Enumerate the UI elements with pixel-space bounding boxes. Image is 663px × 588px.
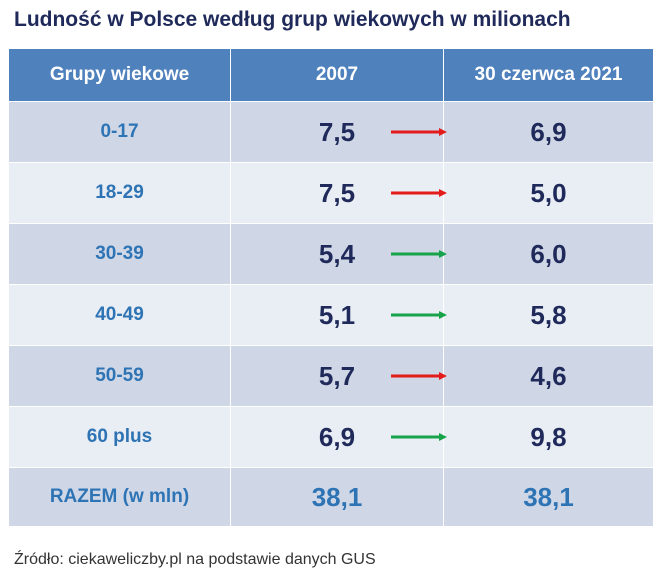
header-2021: 30 czerwca 2021 xyxy=(443,48,654,102)
value-2021: 5,8 xyxy=(530,299,567,330)
table-body: 0-17 7,5 6,9 18-29 7,5 5,0 30-39 5,4 6,0 40-49 5,1… xyxy=(8,101,654,527)
increase-arrow-icon xyxy=(391,433,447,441)
value-2021-cell: 6,0 xyxy=(443,223,654,285)
increase-arrow-icon xyxy=(391,311,447,319)
age-group-label: 40-49 xyxy=(95,304,144,325)
decrease-arrow-icon xyxy=(391,372,447,380)
value-2021: 6,9 xyxy=(530,116,567,147)
total-label-cell: RAZEM (w mln) xyxy=(8,467,231,527)
source-note: Źródło: ciekaweliczby.pl na podstawie da… xyxy=(14,551,376,568)
value-2007-cell: 5,7 xyxy=(230,345,447,407)
value-2007-cell: 7,5 xyxy=(230,162,447,224)
total-2021-cell: 38,1 xyxy=(443,467,654,527)
table-row: 30-39 5,4 6,0 xyxy=(8,223,654,285)
age-group-cell: 30-39 xyxy=(8,223,231,285)
age-group-cell: 40-49 xyxy=(8,284,231,346)
table-row: 50-59 5,7 4,6 xyxy=(8,345,654,407)
value-2007: 5,4 xyxy=(318,238,356,269)
population-table: Grupy wiekowe 2007 30 czerwca 2021 0-17 7… xyxy=(8,48,654,527)
value-2021-cell: 5,0 xyxy=(443,162,654,224)
total-row: RAZEM (w mln) 38,1 38,1 xyxy=(8,467,654,527)
value-2021: 5,0 xyxy=(530,177,567,208)
value-2007: 5,7 xyxy=(318,360,356,391)
value-2021: 9,8 xyxy=(530,421,567,452)
value-2007-cell: 6,9 xyxy=(230,406,447,468)
age-group-label: 50-59 xyxy=(95,365,144,386)
age-group-cell: 0-17 xyxy=(8,101,231,163)
value-2021-cell: 4,6 xyxy=(443,345,654,407)
value-2021: 6,0 xyxy=(530,238,567,269)
total-2007-cell: 38,1 xyxy=(230,467,444,527)
value-2007: 5,1 xyxy=(318,299,356,330)
age-group-cell: 50-59 xyxy=(8,345,231,407)
value-2007: 6,9 xyxy=(318,421,356,452)
table-row: 18-29 7,5 5,0 xyxy=(8,162,654,224)
header-age-groups: Grupy wiekowe xyxy=(8,48,231,102)
value-2021: 4,6 xyxy=(530,360,567,391)
table-row: 0-17 7,5 6,9 xyxy=(8,101,654,163)
age-group-label: 30-39 xyxy=(95,243,144,264)
value-2007-cell: 7,5 xyxy=(230,101,447,163)
chart-title: Ludność w Polsce według grup wiekowych w… xyxy=(14,8,571,31)
value-2007: 7,5 xyxy=(318,177,356,208)
table-row: 60 plus 6,9 9,8 xyxy=(8,406,654,468)
value-2007-cell: 5,1 xyxy=(230,284,447,346)
value-2021-cell: 9,8 xyxy=(443,406,654,468)
total-2007: 38,1 xyxy=(311,481,363,512)
value-2021-cell: 5,8 xyxy=(443,284,654,346)
age-group-cell: 60 plus xyxy=(8,406,231,468)
value-2007: 7,5 xyxy=(318,116,356,147)
header-2007: 2007 xyxy=(230,48,444,102)
decrease-arrow-icon xyxy=(391,189,447,197)
header-row: Grupy wiekowe 2007 30 czerwca 2021 xyxy=(8,48,654,102)
age-group-label: 18-29 xyxy=(95,182,144,203)
total-2021: 38,1 xyxy=(523,481,574,512)
value-2007-cell: 5,4 xyxy=(230,223,447,285)
total-label: RAZEM (w mln) xyxy=(49,486,190,507)
table-row: 40-49 5,1 5,8 xyxy=(8,284,654,346)
decrease-arrow-icon xyxy=(391,128,447,136)
age-group-label: 0-17 xyxy=(100,121,139,142)
age-group-label: 60 plus xyxy=(86,426,153,447)
increase-arrow-icon xyxy=(391,250,447,258)
age-group-cell: 18-29 xyxy=(8,162,231,224)
value-2021-cell: 6,9 xyxy=(443,101,654,163)
